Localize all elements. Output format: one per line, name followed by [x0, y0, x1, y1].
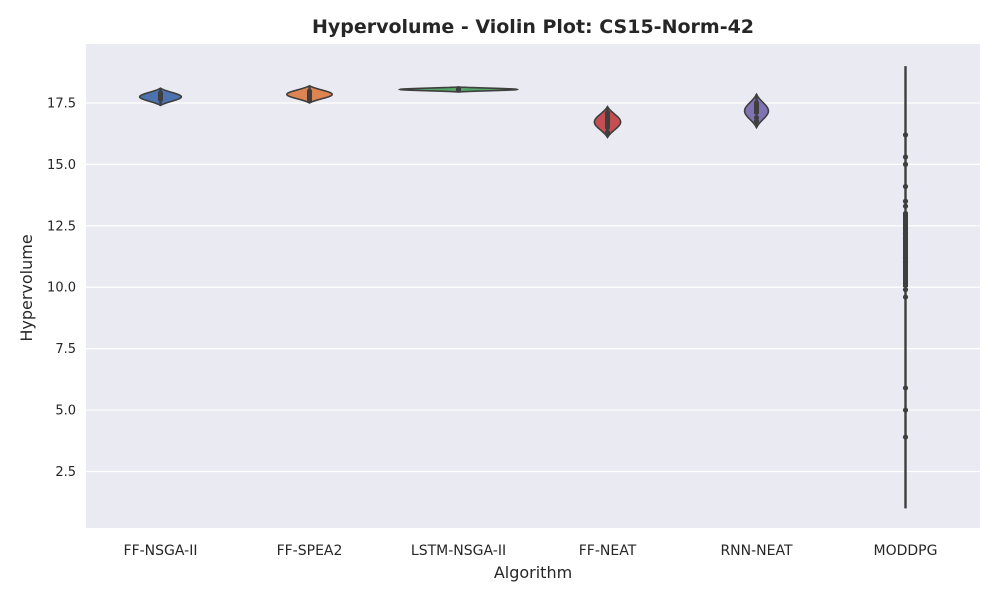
data-point: [753, 104, 760, 110]
violin-ff-neat: [593, 105, 622, 139]
x-tick-label: RNN-NEAT: [720, 543, 793, 559]
y-tick-label: 17.5: [47, 96, 76, 111]
data-point: [604, 124, 611, 131]
y-tick-label: 10.0: [47, 281, 76, 296]
violin-ff-nsga-ii: [138, 87, 183, 107]
x-axis-label: Algorithm: [494, 563, 572, 582]
data-point: [902, 260, 909, 266]
x-tick-label: MODDPG: [874, 543, 938, 559]
data-point: [604, 120, 611, 126]
data-point: [157, 90, 164, 96]
data-point: [902, 255, 909, 261]
data-point: [902, 385, 909, 391]
data-point: [902, 198, 909, 204]
data-point: [306, 88, 313, 94]
grid-lines: [86, 102, 980, 473]
data-point: [902, 161, 909, 167]
data-point: [753, 118, 760, 124]
x-tick-label: FF-NEAT: [579, 543, 637, 559]
y-tick-labels: 2.5 5.0 7.5 10.0 12.5 15.0 17.5: [47, 96, 76, 480]
violins: [138, 66, 909, 509]
data-point: [604, 110, 611, 116]
data-point: [902, 235, 909, 241]
y-axis-label: Hypervolume: [17, 234, 36, 341]
data-point: [902, 225, 909, 231]
data-point: [604, 116, 611, 122]
data-point: [604, 129, 611, 136]
data-point: [902, 203, 909, 209]
data-point: [902, 434, 909, 440]
data-point: [902, 240, 909, 246]
violin-ff-spea2: [286, 84, 333, 104]
data-point: [902, 218, 909, 224]
x-tick-label: FF-SPEA2: [277, 543, 343, 559]
y-tick-label: 12.5: [47, 219, 76, 234]
x-tick-label: FF-NSGA-II: [124, 543, 198, 559]
data-point: [753, 115, 760, 121]
y-tick-label: 15.0: [47, 158, 76, 173]
data-point: [902, 287, 909, 293]
chart-title: Hypervolume - Violin Plot: CS15-Norm-42: [312, 16, 754, 38]
data-point: [902, 407, 909, 413]
violin-rnn-neat: [743, 92, 770, 130]
violin-lstm-nsga-ii: [397, 86, 520, 93]
data-point: [902, 132, 909, 138]
x-tick-labels: FF-NSGA-II FF-SPEA2 LSTM-NSGA-II FF-NEAT RNN…: [124, 543, 938, 559]
violin-moddpg: [902, 66, 909, 509]
plot-area: [86, 44, 980, 528]
data-point: [902, 250, 909, 256]
data-point: [902, 230, 909, 236]
x-tick-label: LSTM-NSGA-II: [411, 543, 506, 559]
data-point: [902, 294, 909, 300]
y-tick-label: 5.0: [55, 404, 76, 419]
data-point: [902, 154, 909, 160]
y-tick-label: 7.5: [55, 342, 76, 357]
data-point: [753, 100, 760, 106]
y-tick-label: 2.5: [55, 465, 76, 480]
data-point: [902, 210, 909, 217]
data-point: [753, 107, 760, 113]
data-point: [455, 86, 462, 92]
data-point: [902, 183, 909, 190]
